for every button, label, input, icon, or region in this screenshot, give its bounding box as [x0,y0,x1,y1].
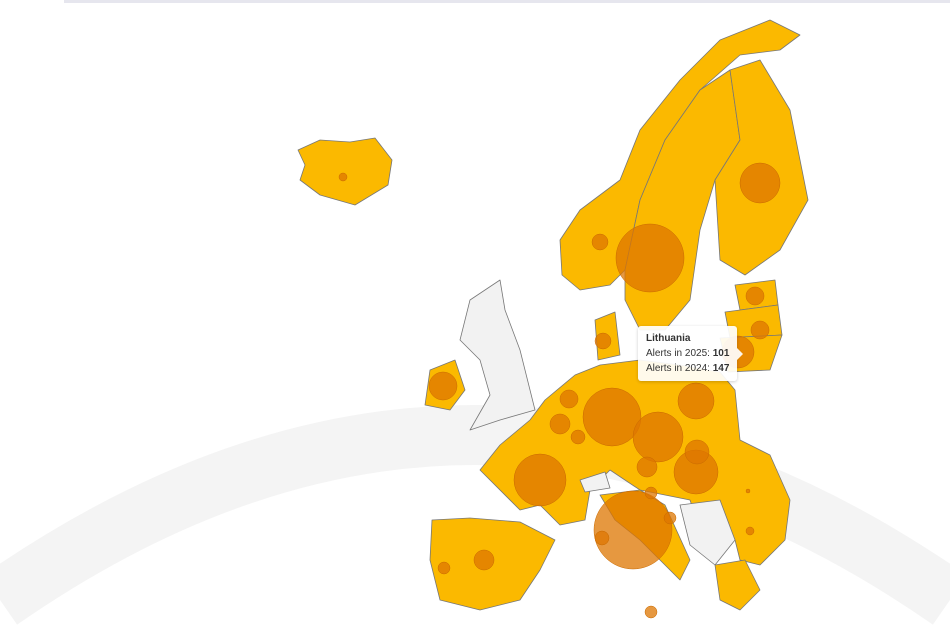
alert-bubble[interactable] [644,605,658,619]
alert-bubble[interactable] [636,456,658,478]
tooltip-value-2025: 101 [712,348,730,359]
tooltip-value-2024: 147 [712,363,730,374]
alert-bubble[interactable] [745,488,751,494]
alert-bubble[interactable] [684,439,710,465]
alert-bubble[interactable] [750,320,770,340]
alert-bubble[interactable] [570,429,586,445]
alert-bubble[interactable] [549,413,571,435]
alert-bubble[interactable] [428,371,458,401]
alert-bubble[interactable] [559,389,579,409]
alert-bubble[interactable] [632,411,684,463]
alert-bubble[interactable] [745,286,765,306]
alert-bubble[interactable] [437,561,451,575]
country-norway[interactable] [559,19,801,291]
alert-bubble[interactable] [338,172,348,182]
country-greece[interactable] [714,559,761,611]
alert-bubble[interactable] [594,332,612,350]
background-arc [0,405,950,625]
country-uk[interactable] [459,279,536,431]
country-iceland[interactable] [297,137,393,206]
alert-bubble[interactable] [473,549,495,571]
tooltip-row-2025: Alerts in 2025: 101 [646,348,730,359]
alert-bubble[interactable] [615,223,685,293]
alert-bubble[interactable] [745,526,755,536]
alert-bubble[interactable] [591,233,609,251]
country-switzerland[interactable] [579,471,611,493]
tooltip-country: Lithuania [646,333,691,344]
alert-bubble[interactable] [593,490,673,570]
alert-bubble[interactable] [663,511,677,525]
tooltip-row-2024: Alerts in 2024: 147 [646,363,730,374]
alert-bubble[interactable] [644,486,658,500]
top-divider [64,0,950,3]
alert-bubble[interactable] [594,530,610,546]
alert-bubble[interactable] [677,382,715,420]
alert-bubble[interactable] [582,387,642,447]
alert-bubble[interactable] [739,162,781,204]
alert-bubble[interactable] [513,453,567,507]
country-western-balkans[interactable] [679,499,736,566]
tooltip: Lithuania Alerts in 2025: 101 Alerts in … [638,326,744,381]
